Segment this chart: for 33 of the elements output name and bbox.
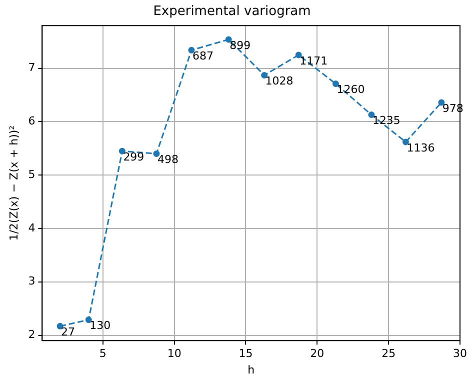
x-axis-title: h	[248, 363, 255, 376]
point	[261, 72, 268, 79]
point	[332, 80, 339, 88]
y-tick-label: 5	[28, 168, 36, 181]
annotation: 1260	[336, 83, 365, 96]
y-tick-label: 3	[28, 274, 36, 288]
y-axis-title: 1/2(Z(x) − Z(x + h))²	[7, 125, 20, 241]
point	[85, 316, 92, 324]
annotation: 27	[61, 326, 76, 339]
point	[118, 148, 126, 154]
chart-title: Experimental variogram	[153, 4, 311, 20]
annotation: 687	[192, 50, 214, 63]
x-tick-label: 30	[453, 347, 467, 360]
x-tick-label: 10	[167, 347, 182, 360]
point	[368, 112, 375, 118]
point	[402, 138, 409, 146]
point	[295, 52, 302, 58]
annotation: 1028	[265, 74, 294, 88]
x-tick-label: 5	[99, 347, 106, 360]
annotation: 1171	[300, 54, 328, 68]
y-tick-label: 7	[28, 61, 36, 74]
x-tick-label: 20	[310, 347, 324, 360]
annotation: 299	[123, 150, 144, 164]
y-tick-label: 2	[28, 328, 36, 342]
annotation: 498	[157, 153, 178, 166]
y-tick-label: 4	[28, 221, 36, 234]
x-tick-label: 15	[238, 347, 253, 360]
y-tick-label: 6	[28, 114, 36, 128]
annotation: 1235	[372, 114, 400, 128]
annotation: 899	[230, 38, 251, 52]
x-tick-label: 25	[382, 347, 396, 360]
annotation: 1136	[406, 141, 435, 154]
annotation: 130	[90, 319, 111, 332]
